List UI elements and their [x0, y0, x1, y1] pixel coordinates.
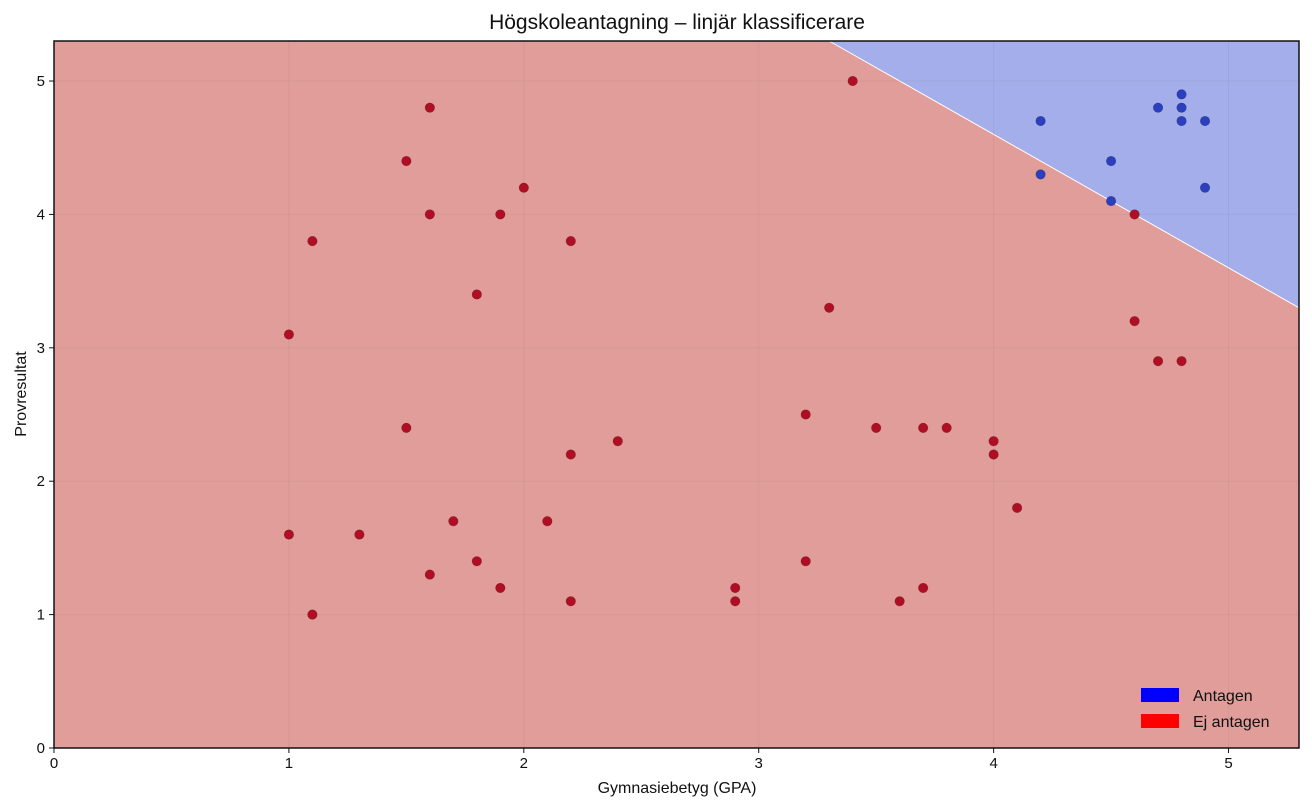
- y-tick-label: 4: [37, 206, 45, 223]
- point-ej-antagen: [941, 422, 952, 433]
- legend-label-antagen: Antagen: [1193, 688, 1253, 705]
- point-ej-antagen: [800, 556, 811, 567]
- x-tick-label: 1: [285, 755, 293, 772]
- point-ej-antagen: [800, 409, 811, 420]
- point-ej-antagen: [495, 209, 506, 220]
- point-ej-antagen: [1152, 356, 1164, 367]
- point-antagen: [1035, 169, 1046, 180]
- point-antagen: [1152, 102, 1164, 113]
- point-ej-antagen: [424, 569, 435, 580]
- point-ej-antagen: [565, 449, 576, 460]
- legend: Antagen Ej antagen: [1141, 688, 1270, 731]
- point-ej-antagen: [307, 609, 318, 620]
- point-ej-antagen: [1012, 502, 1023, 513]
- point-antagen: [1176, 102, 1187, 113]
- point-ej-antagen: [448, 516, 459, 527]
- point-ej-antagen: [565, 596, 576, 607]
- point-ej-antagen: [283, 529, 295, 540]
- point-ej-antagen: [918, 422, 929, 433]
- point-ej-antagen: [612, 436, 623, 447]
- point-antagen: [1176, 89, 1187, 100]
- legend-swatch-ej-antagen: [1141, 714, 1179, 728]
- y-tick-label: 2: [37, 473, 45, 490]
- x-tick-label: 0: [50, 755, 58, 772]
- point-ej-antagen: [495, 582, 506, 594]
- point-ej-antagen: [1129, 316, 1140, 327]
- point-ej-antagen: [401, 155, 412, 167]
- point-ej-antagen: [307, 235, 318, 247]
- point-ej-antagen: [518, 182, 529, 193]
- point-ej-antagen: [730, 596, 741, 607]
- point-ej-antagen: [471, 556, 482, 567]
- x-tick-label: 4: [989, 755, 997, 772]
- legend-swatch-antagen: [1141, 688, 1179, 702]
- point-ej-antagen: [542, 516, 553, 527]
- point-ej-antagen: [1129, 209, 1140, 220]
- y-axis-label: Provresultat: [13, 351, 30, 437]
- point-ej-antagen: [565, 235, 576, 247]
- point-antagen: [1105, 195, 1117, 207]
- x-axis: 0 1 2 3 4 5: [50, 748, 1233, 772]
- point-ej-antagen: [824, 302, 835, 313]
- point-ej-antagen: [354, 529, 365, 540]
- point-ej-antagen: [847, 75, 858, 87]
- point-ej-antagen: [918, 582, 929, 594]
- point-ej-antagen: [401, 422, 412, 433]
- plot-area: [53, 40, 1300, 749]
- point-ej-antagen: [988, 436, 999, 447]
- x-tick-label: 5: [1224, 755, 1232, 772]
- point-antagen: [1176, 115, 1187, 127]
- point-ej-antagen: [1176, 356, 1187, 367]
- plot-frame: [53, 40, 1300, 749]
- x-tick-label: 2: [520, 755, 528, 772]
- point-ej-antagen: [988, 449, 999, 460]
- y-tick-label: 5: [37, 73, 45, 90]
- point-antagen: [1105, 155, 1117, 167]
- y-tick-label: 1: [37, 607, 45, 624]
- chart-title: Högskoleantagning – linjär klassificerar…: [489, 11, 865, 34]
- x-axis-label: Gymnasiebetyg (GPA): [598, 780, 757, 797]
- decision-boundary: [828, 40, 1300, 309]
- point-ej-antagen: [424, 102, 435, 113]
- point-antagen: [1199, 115, 1211, 127]
- point-ej-antagen: [871, 422, 882, 433]
- y-tick-label: 0: [37, 740, 45, 757]
- point-antagen: [1035, 115, 1046, 127]
- point-ej-antagen: [471, 289, 482, 300]
- y-axis: 0 1 2 3 4 5: [37, 73, 54, 757]
- legend-label-ej-antagen: Ej antagen: [1193, 714, 1270, 731]
- point-ej-antagen: [730, 582, 741, 594]
- point-ej-antagen: [424, 209, 435, 220]
- y-tick-label: 3: [37, 340, 45, 357]
- x-tick-label: 3: [755, 755, 763, 772]
- point-antagen: [1199, 182, 1211, 193]
- point-ej-antagen: [894, 596, 905, 607]
- point-ej-antagen: [283, 329, 295, 340]
